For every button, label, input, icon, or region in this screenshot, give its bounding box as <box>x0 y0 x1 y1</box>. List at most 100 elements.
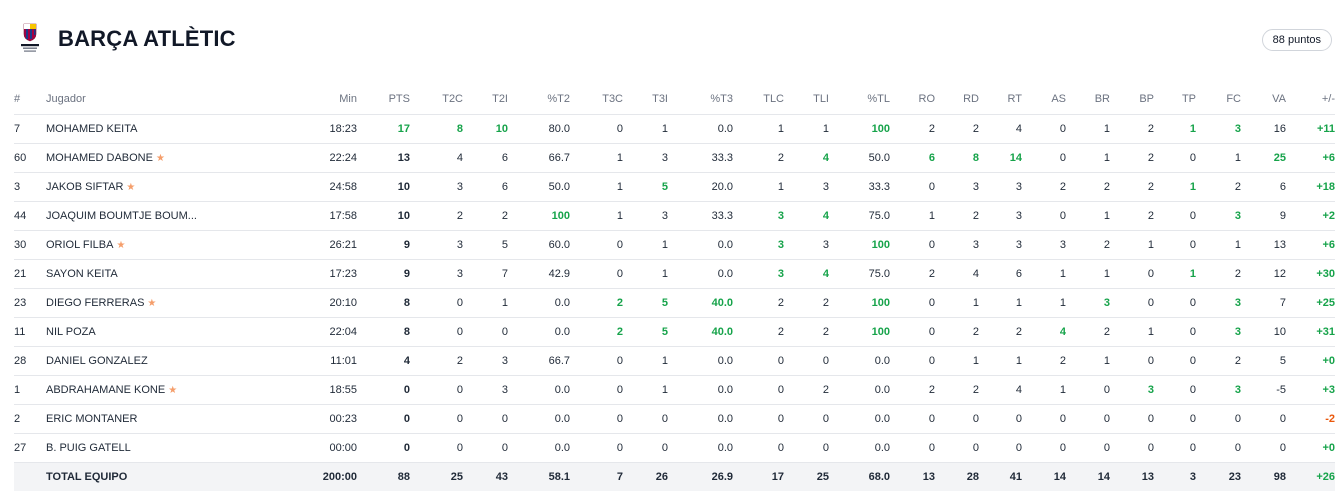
stat-t3c: 1 <box>570 143 623 173</box>
player-row[interactable]: 28 DANIEL GONZALEZ 11:01 4 2 3 66.7 0 1 0.0 0 0 0.0 0… <box>14 346 1335 376</box>
column-header[interactable]: TP <box>1154 84 1196 115</box>
player-name[interactable]: ABDRAHAMANE KONE ★ <box>46 375 256 405</box>
column-header[interactable]: T2C <box>410 84 463 115</box>
column-header[interactable]: RO <box>890 84 935 115</box>
column-header[interactable]: Min <box>256 84 357 115</box>
player-row[interactable]: 44 JOAQUIM BOUMTJE BOUM... 17:58 10 2 2 100 1 3 3… <box>14 201 1335 231</box>
column-header[interactable]: FC <box>1196 84 1241 115</box>
player-row[interactable]: 11 NIL POZA 22:04 8 0 0 0.0 2 5 40.0 2 2 100 0 2 2 4 2 1 0 3… <box>14 317 1335 347</box>
player-row[interactable]: 7 MOHAMED KEITA 18:23 17 8 10 80.0 0 1 0.0 1 1 100 2 2… <box>14 114 1335 144</box>
stat-va: 12 <box>1241 259 1286 289</box>
column-header[interactable]: Jugador <box>46 84 256 115</box>
stat-ro: 0 <box>890 288 935 318</box>
player-row[interactable]: 1 ABDRAHAMANE KONE ★ 18:55 0 0 3 0.0 0 1 0.0 0 2 0.0 2… <box>14 375 1335 405</box>
column-header[interactable]: RT <box>979 84 1022 115</box>
player-name[interactable]: NIL POZA <box>46 317 256 347</box>
stat-rt: 3 <box>979 201 1022 231</box>
stat-t3i: 26 <box>623 462 668 491</box>
stat-tlc: 17 <box>733 462 784 491</box>
column-header[interactable]: %T3 <box>668 84 733 115</box>
stat-t3c: 0 <box>570 230 623 260</box>
stat-br: 0 <box>1066 433 1110 463</box>
player-row[interactable]: 21 SAYON KEITA 17:23 9 3 7 42.9 0 1 0.0 3 4 75.0 2 4 6 1… <box>14 259 1335 289</box>
stat-pt2: 66.7 <box>508 346 570 376</box>
player-name[interactable]: JAKOB SIFTAR ★ <box>46 172 256 202</box>
player-name-text: DANIEL GONZALEZ <box>46 355 148 367</box>
stat-t2i: 6 <box>463 143 508 173</box>
stat-tli: 1 <box>784 114 829 144</box>
stat-tlc: 0 <box>733 433 784 463</box>
player-name[interactable]: B. PUIG GATELL <box>46 433 256 463</box>
stat-rd: 4 <box>935 259 979 289</box>
column-header[interactable]: BP <box>1110 84 1154 115</box>
stat-ro: 0 <box>890 346 935 376</box>
player-name[interactable]: SAYON KEITA <box>46 259 256 289</box>
player-name-text: B. PUIG GATELL <box>46 442 131 454</box>
player-row[interactable]: 27 B. PUIG GATELL 00:00 0 0 0 0.0 0 0 0.0 0 0 0.0 0 0 0… <box>14 433 1335 463</box>
stat-ro: 0 <box>890 317 935 347</box>
stat-pm: +18 <box>1286 172 1335 202</box>
column-header[interactable]: T3C <box>570 84 623 115</box>
stat-bp: 2 <box>1110 201 1154 231</box>
player-row[interactable]: 30 ORIOL FILBA ★ 26:21 9 3 5 60.0 0 1 0.0 3 3 100 0 3 3 3… <box>14 230 1335 260</box>
column-header[interactable]: %TL <box>829 84 890 115</box>
column-header[interactable]: TLC <box>733 84 784 115</box>
stat-ro: 0 <box>890 404 935 434</box>
column-header[interactable]: BR <box>1066 84 1110 115</box>
player-name[interactable]: ORIOL FILBA ★ <box>46 230 256 260</box>
player-name[interactable]: ERIC MONTANER <box>46 404 256 434</box>
player-name-text: JOAQUIM BOUMTJE BOUM... <box>46 210 197 222</box>
starter-star-icon: ★ <box>168 385 178 396</box>
player-row[interactable]: 2 ERIC MONTANER 00:23 0 0 0 0.0 0 0 0.0 0 0 0.0 0 0 0 0 0… <box>14 404 1335 434</box>
player-name-text: ORIOL FILBA <box>46 239 114 251</box>
stat-t2i: 43 <box>463 462 508 491</box>
stat-rt: 0 <box>979 404 1022 434</box>
stat-tli: 0 <box>784 404 829 434</box>
stat-ptl: 100 <box>829 317 890 347</box>
column-header[interactable]: PTS <box>357 84 410 115</box>
stat-pts: 0 <box>357 433 410 463</box>
stat-t2i: 3 <box>463 346 508 376</box>
stat-fc: 0 <box>1196 433 1241 463</box>
stat-t2i: 0 <box>463 404 508 434</box>
stat-pt3: 0.0 <box>668 230 733 260</box>
stat-fc: 3 <box>1196 201 1241 231</box>
player-number: 2 <box>14 404 46 434</box>
stat-pt3: 40.0 <box>668 288 733 318</box>
stat-va: 98 <box>1241 462 1286 491</box>
player-row[interactable]: 60 MOHAMED DABONE ★ 22:24 13 4 6 66.7 1 3 33.3 2 4 50… <box>14 143 1335 173</box>
column-header[interactable]: VA <box>1241 84 1286 115</box>
column-header[interactable]: T2I <box>463 84 508 115</box>
column-header[interactable]: # <box>14 84 46 115</box>
column-header[interactable]: %T2 <box>508 84 570 115</box>
stat-tp: 0 <box>1154 346 1196 376</box>
stat-br: 3 <box>1066 288 1110 318</box>
column-header[interactable]: AS <box>1022 84 1066 115</box>
stat-pm: +25 <box>1286 288 1335 318</box>
player-row[interactable]: 3 JAKOB SIFTAR ★ 24:58 10 3 6 50.0 1 5 20.0 1 3 33.3 0… <box>14 172 1335 202</box>
stat-rd: 0 <box>935 433 979 463</box>
player-row[interactable]: 23 DIEGO FERRERAS ★ 20:10 8 0 1 0.0 2 5 40.0 2 2 100 0… <box>14 288 1335 318</box>
stat-t3i: 0 <box>623 404 668 434</box>
player-name[interactable]: JOAQUIM BOUMTJE BOUM... <box>46 201 256 231</box>
stat-ro: 2 <box>890 375 935 405</box>
player-name[interactable]: MOHAMED KEITA <box>46 114 256 144</box>
stat-t2c: 3 <box>410 172 463 202</box>
total-label: TOTAL EQUIPO <box>46 462 256 491</box>
column-header[interactable]: T3I <box>623 84 668 115</box>
table-body: 7 MOHAMED KEITA 18:23 17 8 10 80.0 0 1 0.0 1 1 100 2 2… <box>14 114 1335 491</box>
stat-as: 0 <box>1022 404 1066 434</box>
player-number <box>14 462 46 491</box>
player-name-text: JAKOB SIFTAR <box>46 181 124 193</box>
column-header[interactable]: +/- <box>1286 84 1335 115</box>
column-header[interactable]: RD <box>935 84 979 115</box>
player-name[interactable]: MOHAMED DABONE ★ <box>46 143 256 173</box>
stat-fc: 3 <box>1196 114 1241 144</box>
player-name[interactable]: DANIEL GONZALEZ <box>46 346 256 376</box>
stat-t2c: 3 <box>410 230 463 260</box>
stat-bp: 0 <box>1110 404 1154 434</box>
stat-t3c: 0 <box>570 433 623 463</box>
player-name[interactable]: DIEGO FERRERAS ★ <box>46 288 256 318</box>
stat-rt: 0 <box>979 433 1022 463</box>
column-header[interactable]: TLI <box>784 84 829 115</box>
